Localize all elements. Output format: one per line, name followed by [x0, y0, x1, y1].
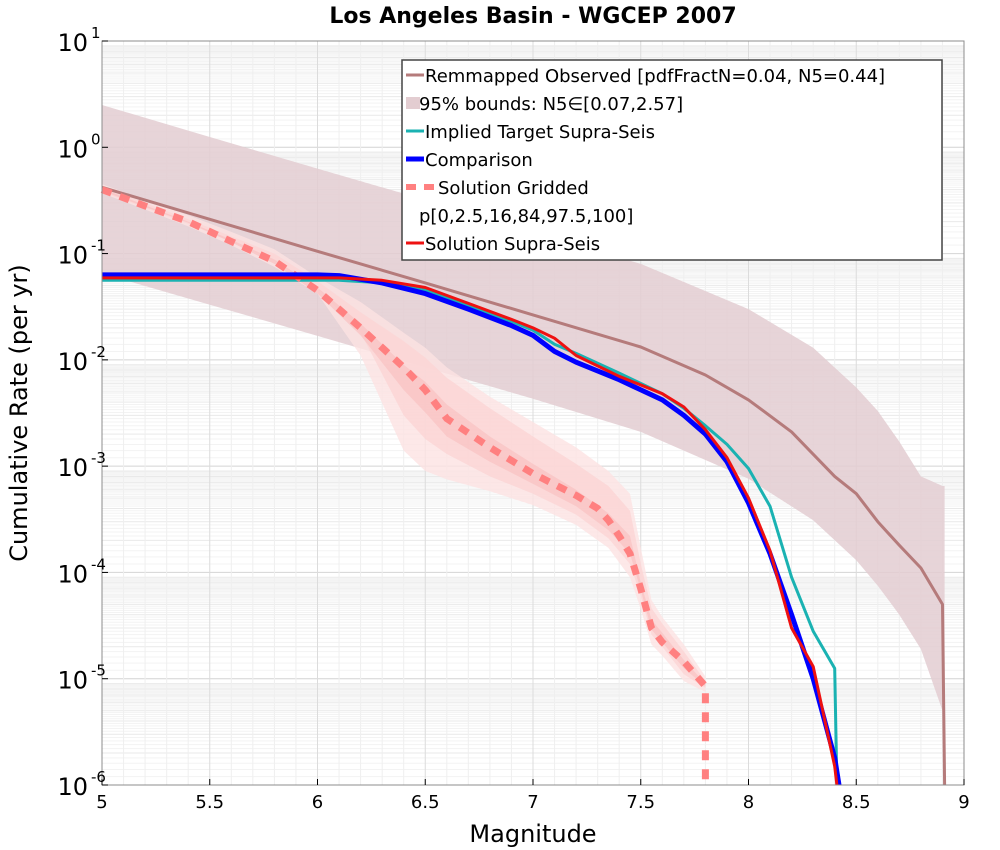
legend-label: Remmapped Observed [pdfFractN=0.04, N5=0… — [425, 66, 885, 87]
x-tick-label: 6.5 — [411, 792, 440, 813]
y-tick-exponent: -5 — [91, 662, 106, 680]
y-tick-exponent: 1 — [91, 24, 101, 42]
y-tick-label: 10 — [57, 667, 88, 695]
y-tick-label: 10 — [57, 773, 88, 801]
data-series — [100, 185, 947, 786]
x-axis-ticks: 5 5.5 6 6.5 7 7.5 8 8.5 9 — [96, 779, 970, 813]
y-tick-label: 10 — [57, 242, 88, 270]
x-tick-label: 7.5 — [626, 792, 655, 813]
x-axis-label: Magnitude — [469, 820, 596, 848]
legend: Remmapped Observed [pdfFractN=0.04, N5=0… — [401, 59, 943, 261]
x-tick-label: 7 — [527, 792, 538, 813]
series-line-4 — [102, 276, 839, 786]
legend-swatch — [406, 97, 420, 109]
x-tick-label: 8.5 — [842, 792, 871, 813]
legend-label: Solution Supra-Seis — [425, 234, 600, 255]
legend-box — [401, 59, 943, 261]
y-tick-label: 10 — [57, 454, 88, 482]
legend-label: 95% bounds: N5∈[0.07,2.57] — [419, 94, 683, 115]
y-tick-exponent: -6 — [91, 768, 106, 786]
legend-label: Implied Target Supra-Seis — [425, 122, 655, 143]
y-tick-label: 10 — [57, 560, 88, 588]
y-tick-exponent: -3 — [91, 449, 106, 467]
x-tick-label: 6 — [312, 792, 323, 813]
band-0 — [102, 105, 945, 721]
band-1 — [102, 184, 706, 692]
legend-label: Comparison — [425, 150, 533, 171]
legend-label: Solution Gridded — [438, 178, 589, 199]
y-tick-exponent: -4 — [91, 555, 106, 573]
series-line-0 — [101, 185, 947, 786]
confidence-bands — [102, 105, 945, 721]
x-tick-label: 8 — [743, 792, 754, 813]
legend-label: p[0,2.5,16,84,97.5,100] — [419, 206, 633, 227]
chart-title: Los Angeles Basin - WGCEP 2007 — [329, 4, 736, 29]
x-tick-label: 9 — [958, 792, 969, 813]
y-tick-exponent: -1 — [91, 237, 106, 255]
y-tick-label: 10 — [57, 29, 88, 57]
y-tick-exponent: 0 — [91, 130, 101, 148]
y-tick-exponent: -2 — [91, 343, 106, 361]
y-axis-label: Cumulative Rate (per yr) — [5, 264, 33, 562]
x-tick-label: 5 — [96, 792, 107, 813]
y-tick-label: 10 — [57, 135, 88, 163]
x-tick-label: 5.5 — [195, 792, 224, 813]
y-tick-label: 10 — [57, 348, 88, 376]
